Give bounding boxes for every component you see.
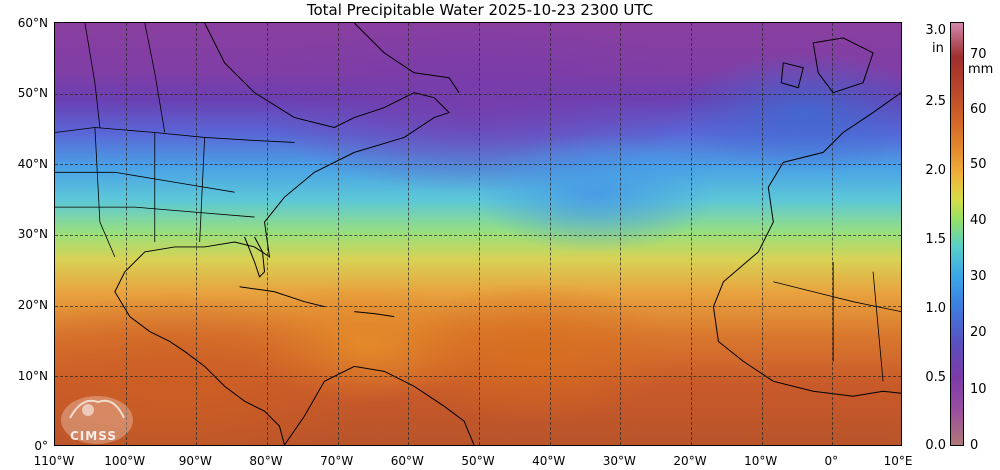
lon-label-110w: 110°W (33, 454, 75, 468)
colorbar-tick-in: 1.0 (925, 301, 946, 316)
lon-label-50w: 50°W (461, 454, 495, 468)
cimss-logo-text: CIMSS (70, 429, 117, 443)
colorbar-tick-mm: 10 (970, 382, 987, 397)
lat-label-20n: 20°N (17, 298, 48, 312)
colorbar-tick-mm: 70 (970, 47, 987, 62)
lat-label-0: 0° (34, 439, 48, 453)
lon-label-10e: 10°E (883, 454, 913, 468)
lon-label-60w: 60°W (390, 454, 424, 468)
colorbar-tick-in: 3.0 (925, 23, 946, 38)
colorbar-tick-in: 1.5 (925, 232, 946, 247)
colorbar-tick-in: 2.0 (925, 163, 946, 178)
map-title: Total Precipitable Water 2025-10-23 2300… (306, 1, 654, 19)
lon-label-70w: 70°W (320, 454, 354, 468)
colorbar (950, 22, 964, 446)
lon-label-20w: 20°W (673, 454, 707, 468)
colorbar-tick-mm: 60 (970, 102, 987, 117)
lon-label-10w: 10°W (744, 454, 778, 468)
colorbar-tick-in: 2.5 (925, 94, 946, 109)
colorbar-tick-mm: 40 (970, 213, 987, 228)
colorbar-tick-in: 0.5 (925, 370, 946, 385)
colorbar-unit-in: in (932, 41, 944, 56)
tpw-map (54, 22, 902, 446)
lat-label-60n: 60°N (17, 16, 48, 30)
colorbar-tick-mm: 0 (970, 438, 979, 453)
lat-label-10n: 10°N (17, 369, 48, 383)
colorbar-tick-mm: 30 (970, 269, 987, 284)
colorbar-unit-mm: mm (968, 62, 994, 77)
lat-label-30n: 30°N (17, 227, 48, 241)
lon-label-80w: 80°W (249, 454, 283, 468)
lon-label-100w: 100°W (104, 454, 146, 468)
colorbar-tick-mm: 20 (970, 325, 987, 340)
colorbar-tick-in: 0.0 (925, 438, 946, 453)
coastline-overlay (55, 23, 901, 445)
lat-label-50n: 50°N (17, 86, 48, 100)
lon-label-0: 0° (824, 454, 839, 468)
lon-label-30w: 30°W (602, 454, 636, 468)
lat-label-40n: 40°N (17, 157, 48, 171)
colorbar-tick-mm: 50 (970, 157, 987, 172)
lon-label-40w: 40°W (532, 454, 566, 468)
lon-label-90w: 90°W (178, 454, 212, 468)
cimss-logo (61, 396, 133, 444)
